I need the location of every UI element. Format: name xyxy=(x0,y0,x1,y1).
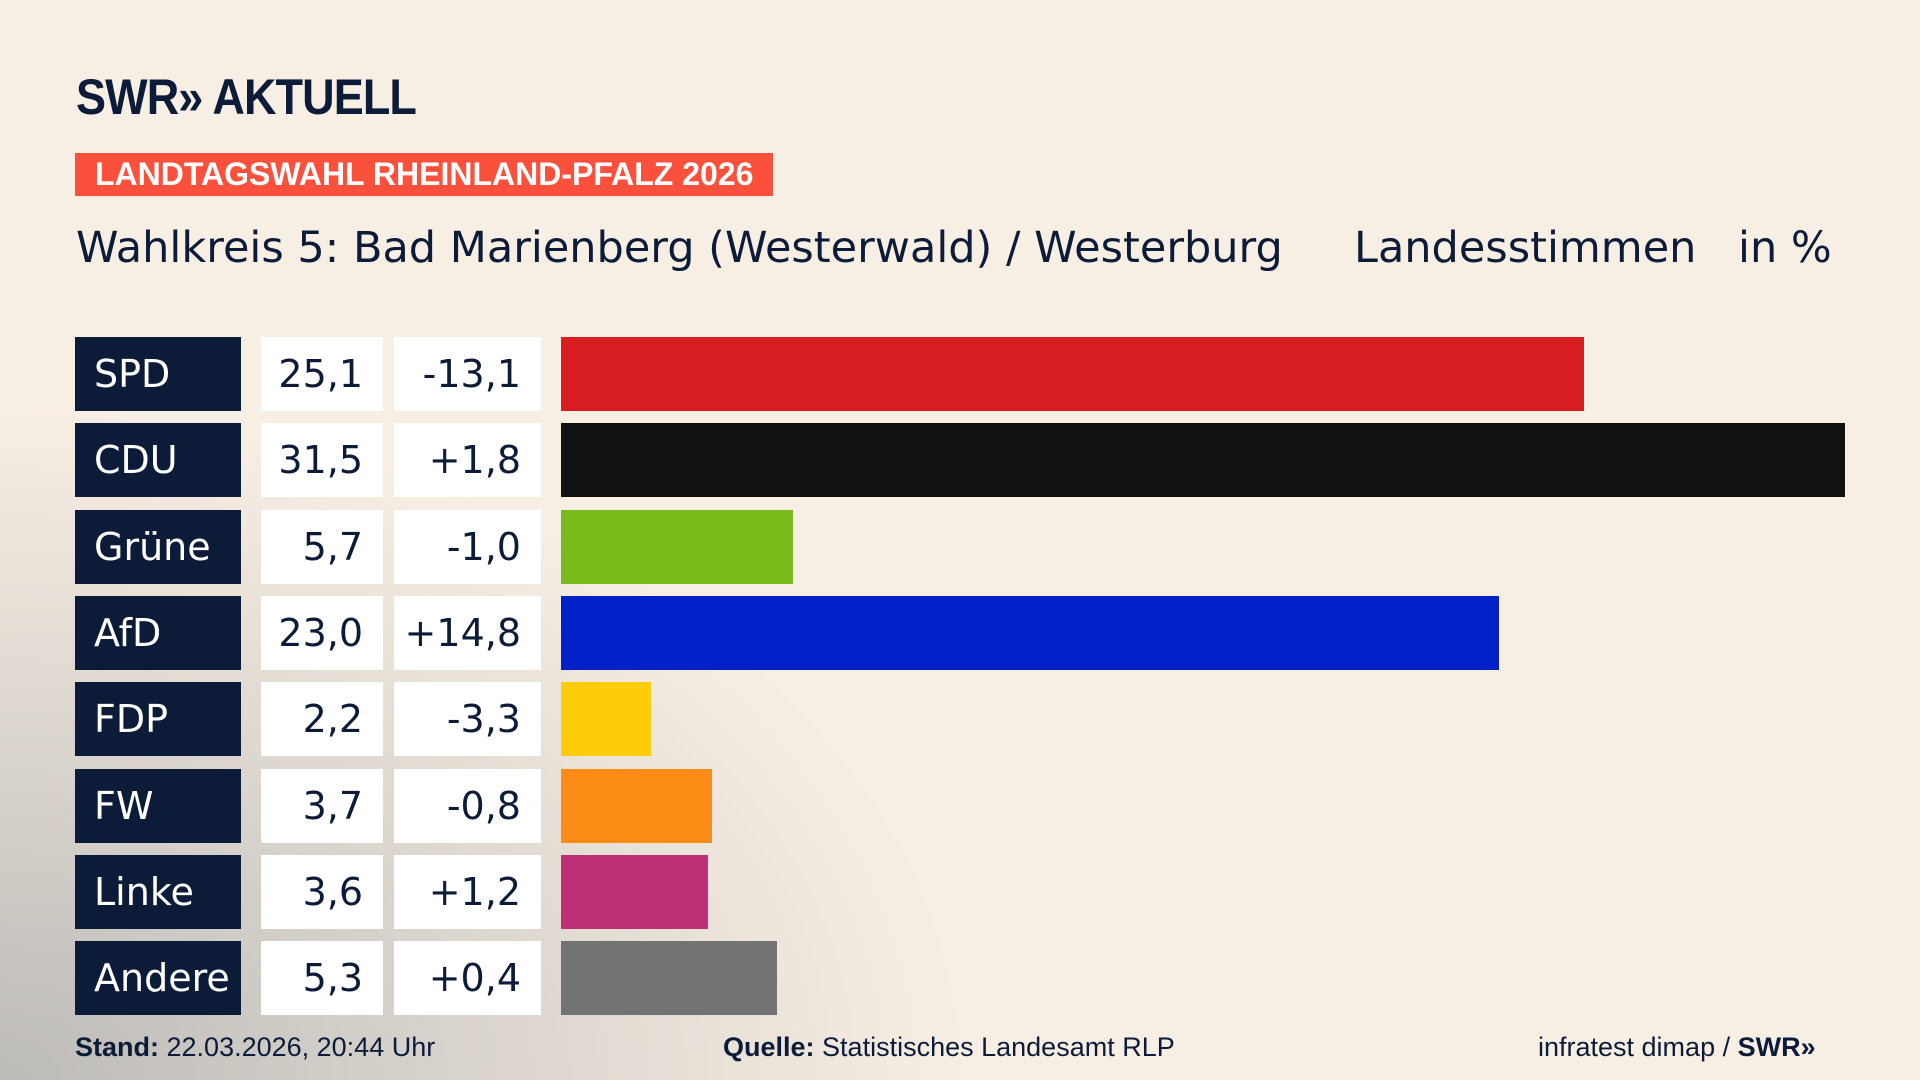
party-label: FDP xyxy=(75,682,241,757)
bar-andere xyxy=(561,941,778,1016)
value-label: 5,3 xyxy=(261,941,383,1016)
diff-label: +14,8 xyxy=(394,595,541,670)
value-label: 3,6 xyxy=(261,854,383,929)
unit-label: in % xyxy=(1738,223,1832,273)
diff-label: -0,8 xyxy=(394,768,541,843)
value-label: 3,7 xyxy=(261,768,383,843)
party-label: SPD xyxy=(75,337,241,411)
stand-label: Stand: xyxy=(75,1032,159,1062)
bar-fw xyxy=(561,768,712,843)
chart-subtitle: Landesstimmen xyxy=(1354,223,1697,273)
party-label: AfD xyxy=(75,595,241,670)
diff-label: +0,4 xyxy=(394,941,541,1016)
bar-afd xyxy=(561,595,1499,670)
value-label: 31,5 xyxy=(261,423,383,498)
source-label: Quelle: xyxy=(723,1032,815,1062)
party-label: Linke xyxy=(75,854,241,929)
swr-logo: SWR» xyxy=(1737,1032,1816,1062)
bar-grüne xyxy=(561,509,794,584)
diff-label: -13,1 xyxy=(394,337,541,411)
bar-spd xyxy=(561,337,1585,411)
value-label: 23,0 xyxy=(261,595,383,670)
bar-fdp xyxy=(561,682,651,757)
diff-label: +1,8 xyxy=(394,423,541,498)
source-info: Quelle: Statistisches Landesamt RLP xyxy=(723,1030,1175,1064)
value-label: 5,7 xyxy=(261,509,383,584)
party-label: Andere xyxy=(75,941,241,1016)
party-label: CDU xyxy=(75,423,241,498)
diff-label: -3,3 xyxy=(394,682,541,757)
swr-aktuell-logo: SWR» AKTUELL xyxy=(76,69,417,125)
bar-cdu xyxy=(561,423,1845,498)
source-value: Statistisches Landesamt RLP xyxy=(822,1032,1175,1062)
election-banner: LANDTAGSWAHL RHEINLAND-PFALZ 2026 xyxy=(75,153,774,196)
stand-value: 22.03.2026, 20:44 Uhr xyxy=(166,1032,436,1062)
stand-info: Stand: 22.03.2026, 20:44 Uhr xyxy=(75,1030,435,1064)
diff-label: +1,2 xyxy=(394,854,541,929)
value-label: 25,1 xyxy=(261,337,383,411)
party-label: FW xyxy=(75,768,241,843)
bar-linke xyxy=(561,854,708,929)
diff-label: -1,0 xyxy=(394,509,541,584)
value-label: 2,2 xyxy=(261,682,383,757)
credit: infratest dimap / SWR» xyxy=(1538,1030,1816,1064)
party-label: Grüne xyxy=(75,509,241,584)
chart-title: Wahlkreis 5: Bad Marienberg (Westerwald)… xyxy=(76,223,1283,273)
credit-text: infratest dimap / xyxy=(1538,1032,1738,1062)
